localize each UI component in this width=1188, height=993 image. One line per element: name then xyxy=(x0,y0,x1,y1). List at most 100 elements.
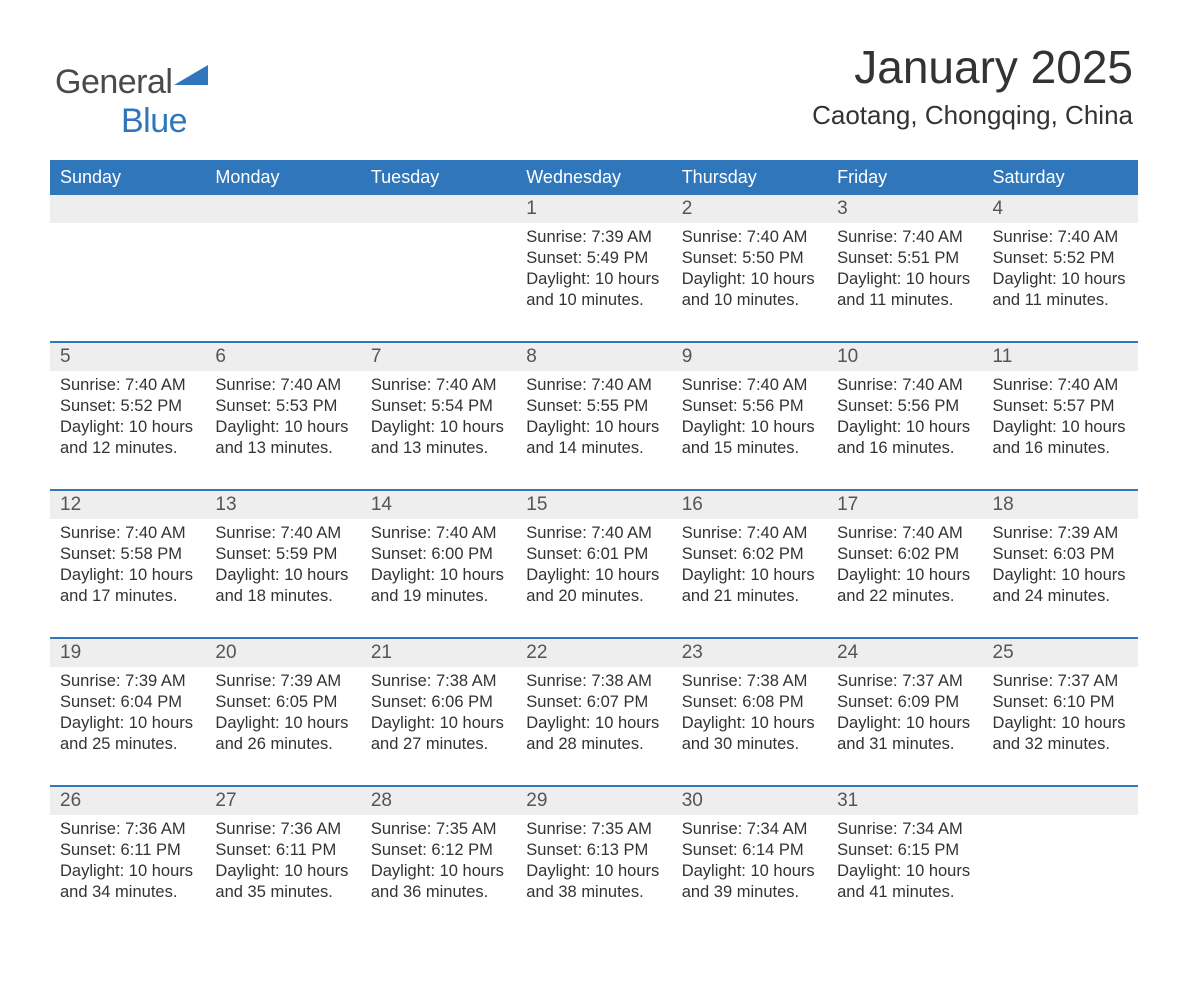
day-number: 5 xyxy=(50,343,205,371)
sunrise-line: Sunrise: 7:39 AM xyxy=(215,671,350,692)
sunset-line: Sunset: 6:15 PM xyxy=(837,840,972,861)
dow-friday: Friday xyxy=(827,160,982,195)
daylight-line: Daylight: 10 hours and 31 minutes. xyxy=(837,713,972,755)
week-row: 19202122232425Sunrise: 7:39 AMSunset: 6:… xyxy=(50,637,1138,785)
sunrise-line: Sunrise: 7:40 AM xyxy=(60,523,195,544)
sunset-line: Sunset: 6:01 PM xyxy=(526,544,661,565)
sunset-line: Sunset: 5:52 PM xyxy=(993,248,1128,269)
day-number: 17 xyxy=(827,491,982,519)
day-of-week-header: SundayMondayTuesdayWednesdayThursdayFrid… xyxy=(50,160,1138,195)
sunset-line: Sunset: 6:04 PM xyxy=(60,692,195,713)
day-cell: Sunrise: 7:35 AMSunset: 6:13 PMDaylight:… xyxy=(516,815,671,915)
day-number: 13 xyxy=(205,491,360,519)
logo: General Blue xyxy=(55,55,208,141)
day-cell: Sunrise: 7:39 AMSunset: 6:04 PMDaylight:… xyxy=(50,667,205,767)
day-number: 30 xyxy=(672,787,827,815)
day-cell: Sunrise: 7:40 AMSunset: 5:57 PMDaylight:… xyxy=(983,371,1138,471)
day-cell xyxy=(361,223,516,323)
day-cell: Sunrise: 7:40 AMSunset: 5:53 PMDaylight:… xyxy=(205,371,360,471)
week-row: 262728293031Sunrise: 7:36 AMSunset: 6:11… xyxy=(50,785,1138,933)
day-number: 31 xyxy=(827,787,982,815)
week-row: 1234Sunrise: 7:39 AMSunset: 5:49 PMDayli… xyxy=(50,195,1138,341)
month-title: January 2025 xyxy=(812,40,1133,94)
daylight-line: Daylight: 10 hours and 20 minutes. xyxy=(526,565,661,607)
day-number xyxy=(361,195,516,223)
day-number: 27 xyxy=(205,787,360,815)
sunrise-line: Sunrise: 7:38 AM xyxy=(371,671,506,692)
day-cell: Sunrise: 7:40 AMSunset: 5:55 PMDaylight:… xyxy=(516,371,671,471)
day-number: 22 xyxy=(516,639,671,667)
day-number: 21 xyxy=(361,639,516,667)
day-number: 4 xyxy=(983,195,1138,223)
day-cell: Sunrise: 7:39 AMSunset: 5:49 PMDaylight:… xyxy=(516,223,671,323)
daylight-line: Daylight: 10 hours and 27 minutes. xyxy=(371,713,506,755)
day-cell: Sunrise: 7:40 AMSunset: 5:52 PMDaylight:… xyxy=(50,371,205,471)
daylight-line: Daylight: 10 hours and 24 minutes. xyxy=(993,565,1128,607)
day-number: 19 xyxy=(50,639,205,667)
sunset-line: Sunset: 6:13 PM xyxy=(526,840,661,861)
sunset-line: Sunset: 5:52 PM xyxy=(60,396,195,417)
daylight-line: Daylight: 10 hours and 11 minutes. xyxy=(837,269,972,311)
daylight-line: Daylight: 10 hours and 34 minutes. xyxy=(60,861,195,903)
sunrise-line: Sunrise: 7:39 AM xyxy=(993,523,1128,544)
sunrise-line: Sunrise: 7:40 AM xyxy=(526,375,661,396)
daylight-line: Daylight: 10 hours and 10 minutes. xyxy=(682,269,817,311)
sunset-line: Sunset: 6:14 PM xyxy=(682,840,817,861)
day-cell: Sunrise: 7:40 AMSunset: 6:02 PMDaylight:… xyxy=(672,519,827,619)
sunset-line: Sunset: 6:00 PM xyxy=(371,544,506,565)
day-body-row: Sunrise: 7:40 AMSunset: 5:58 PMDaylight:… xyxy=(50,519,1138,637)
day-cell: Sunrise: 7:40 AMSunset: 5:59 PMDaylight:… xyxy=(205,519,360,619)
sunrise-line: Sunrise: 7:34 AM xyxy=(837,819,972,840)
sunrise-line: Sunrise: 7:40 AM xyxy=(526,523,661,544)
day-number-row: 1234 xyxy=(50,195,1138,223)
daylight-line: Daylight: 10 hours and 38 minutes. xyxy=(526,861,661,903)
day-body-row: Sunrise: 7:39 AMSunset: 5:49 PMDaylight:… xyxy=(50,223,1138,341)
sunrise-line: Sunrise: 7:38 AM xyxy=(682,671,817,692)
day-cell: Sunrise: 7:40 AMSunset: 5:56 PMDaylight:… xyxy=(827,371,982,471)
sunset-line: Sunset: 6:05 PM xyxy=(215,692,350,713)
day-cell: Sunrise: 7:34 AMSunset: 6:15 PMDaylight:… xyxy=(827,815,982,915)
day-number: 15 xyxy=(516,491,671,519)
day-number xyxy=(50,195,205,223)
daylight-line: Daylight: 10 hours and 32 minutes. xyxy=(993,713,1128,755)
sunrise-line: Sunrise: 7:36 AM xyxy=(60,819,195,840)
dow-wednesday: Wednesday xyxy=(516,160,671,195)
day-cell: Sunrise: 7:39 AMSunset: 6:03 PMDaylight:… xyxy=(983,519,1138,619)
day-number-row: 567891011 xyxy=(50,343,1138,371)
sunrise-line: Sunrise: 7:38 AM xyxy=(526,671,661,692)
sunrise-line: Sunrise: 7:40 AM xyxy=(371,523,506,544)
daylight-line: Daylight: 10 hours and 28 minutes. xyxy=(526,713,661,755)
day-number: 8 xyxy=(516,343,671,371)
sunset-line: Sunset: 5:56 PM xyxy=(837,396,972,417)
day-cell: Sunrise: 7:36 AMSunset: 6:11 PMDaylight:… xyxy=(205,815,360,915)
day-number: 11 xyxy=(983,343,1138,371)
daylight-line: Daylight: 10 hours and 26 minutes. xyxy=(215,713,350,755)
sunset-line: Sunset: 5:59 PM xyxy=(215,544,350,565)
sunset-line: Sunset: 5:53 PM xyxy=(215,396,350,417)
day-cell: Sunrise: 7:34 AMSunset: 6:14 PMDaylight:… xyxy=(672,815,827,915)
day-number: 14 xyxy=(361,491,516,519)
daylight-line: Daylight: 10 hours and 39 minutes. xyxy=(682,861,817,903)
calendar-page: General Blue January 2025 Caotang, Chong… xyxy=(0,0,1188,993)
header: January 2025 Caotang, Chongqing, China xyxy=(812,40,1133,131)
day-cell: Sunrise: 7:38 AMSunset: 6:07 PMDaylight:… xyxy=(516,667,671,767)
sunrise-line: Sunrise: 7:40 AM xyxy=(837,523,972,544)
sunrise-line: Sunrise: 7:40 AM xyxy=(993,375,1128,396)
sunrise-line: Sunrise: 7:39 AM xyxy=(60,671,195,692)
dow-saturday: Saturday xyxy=(983,160,1138,195)
sunset-line: Sunset: 6:07 PM xyxy=(526,692,661,713)
sunrise-line: Sunrise: 7:35 AM xyxy=(526,819,661,840)
sunset-line: Sunset: 5:57 PM xyxy=(993,396,1128,417)
daylight-line: Daylight: 10 hours and 13 minutes. xyxy=(371,417,506,459)
day-number: 23 xyxy=(672,639,827,667)
day-number: 18 xyxy=(983,491,1138,519)
daylight-line: Daylight: 10 hours and 15 minutes. xyxy=(682,417,817,459)
sunset-line: Sunset: 6:11 PM xyxy=(60,840,195,861)
logo-text-general: General xyxy=(55,63,172,101)
day-number: 20 xyxy=(205,639,360,667)
sunrise-line: Sunrise: 7:36 AM xyxy=(215,819,350,840)
dow-sunday: Sunday xyxy=(50,160,205,195)
day-cell: Sunrise: 7:36 AMSunset: 6:11 PMDaylight:… xyxy=(50,815,205,915)
day-number: 9 xyxy=(672,343,827,371)
sunset-line: Sunset: 5:50 PM xyxy=(682,248,817,269)
